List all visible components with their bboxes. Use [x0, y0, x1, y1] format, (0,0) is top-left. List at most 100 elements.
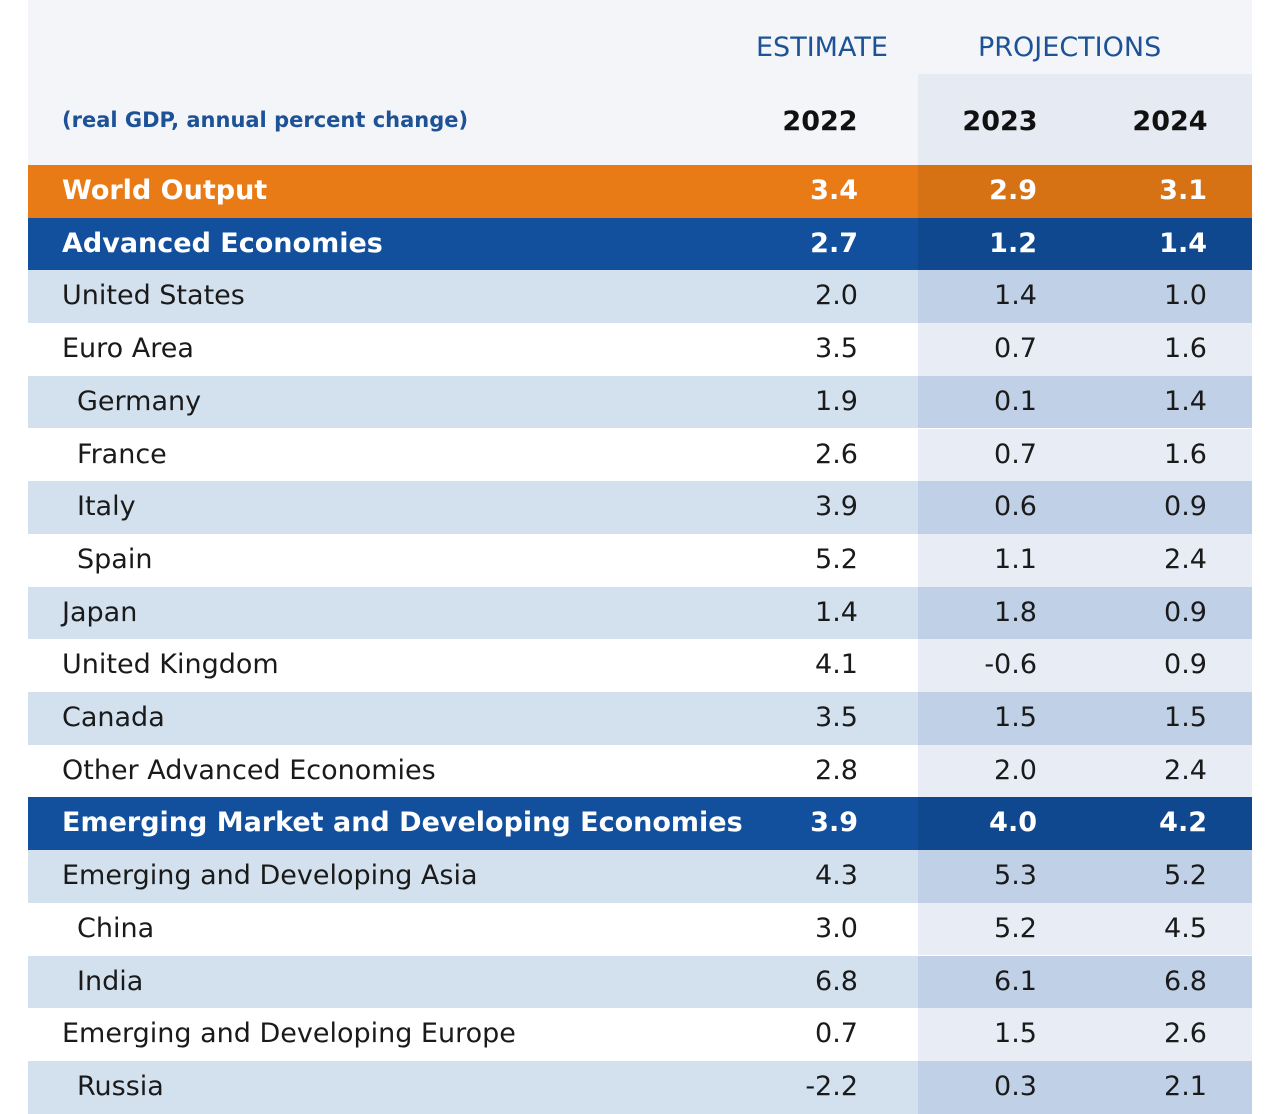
- projection-shade: [918, 323, 1252, 376]
- value-cell: 4.5: [1164, 912, 1207, 944]
- value-cell: 4.2: [1159, 807, 1207, 839]
- table-row: Emerging and Developing Europe 0.7 1.5 2.6: [28, 1008, 1252, 1061]
- value-cell: 6.1: [994, 965, 1037, 997]
- table-row: India 6.8 6.1 6.8: [28, 955, 1252, 1009]
- row-label: Spain: [77, 543, 153, 575]
- row-label: United Kingdom: [62, 649, 279, 681]
- table-row: Italy 3.9 0.6 0.9: [28, 481, 1252, 534]
- year: 2023: [962, 106, 1038, 137]
- row-label: Italy: [77, 491, 136, 523]
- table-row: United Kingdom 4.1 -0.6 0.9: [28, 639, 1252, 692]
- value-cell: 1.2: [989, 227, 1037, 259]
- row-label: Euro Area: [62, 333, 194, 365]
- value-cell: 5.3: [994, 860, 1037, 892]
- value-cell: 3.9: [815, 491, 858, 523]
- value-cell: 5.2: [815, 543, 858, 575]
- projection-shade: [918, 744, 1252, 798]
- value-cell: 1.6: [1164, 333, 1207, 365]
- subtitle: (real GDP, annual percent change): [62, 108, 469, 132]
- value-cell: 1.5: [994, 1018, 1037, 1050]
- value-cell: 1.0: [1164, 280, 1207, 312]
- row-label: Japan: [62, 596, 138, 628]
- value-cell: 5.2: [1164, 860, 1207, 892]
- value-cell: 2.6: [1164, 1018, 1207, 1050]
- row-label: Canada: [62, 702, 165, 733]
- value-cell: 1.4: [1164, 385, 1207, 417]
- projections-heading: PROJECTIONS: [978, 32, 1162, 63]
- value-cell: 5.2: [994, 912, 1037, 944]
- table-row: Spain 5.2 1.1 2.4: [28, 533, 1252, 587]
- row-label: Advanced Economies: [62, 227, 383, 259]
- value-cell: 1.5: [1164, 702, 1207, 733]
- projection-shade: [918, 586, 1252, 640]
- value-cell: 1.4: [1159, 227, 1207, 259]
- row-label: China: [77, 912, 155, 944]
- value-cell: 1.5: [994, 702, 1037, 733]
- value-cell: 0.1: [994, 385, 1037, 417]
- projection-shade: [918, 797, 1252, 851]
- table-row: World Output 3.4 2.9 3.1: [28, 165, 1252, 218]
- estimate-heading: ESTIMATE: [756, 32, 888, 63]
- table-row: United States 2.0 1.4 1.0: [28, 270, 1252, 324]
- value-cell: 3.5: [815, 333, 858, 365]
- row-label: World Output: [62, 175, 268, 206]
- table-row: Other Advanced Economies 2.8 2.0 2.4: [28, 744, 1252, 798]
- projection-shade: [918, 481, 1252, 534]
- value-cell: 3.1: [1159, 175, 1207, 206]
- value-cell: 2.4: [1164, 543, 1207, 575]
- row-label: Emerging and Developing Asia: [62, 860, 478, 892]
- row-label: Germany: [77, 385, 202, 417]
- table-row: China 3.0 5.2 4.5: [28, 902, 1252, 956]
- table-row: Emerging Market and Developing Economies…: [28, 797, 1252, 851]
- value-cell: 3.4: [810, 175, 858, 206]
- value-cell: 6.8: [1164, 965, 1207, 997]
- value-cell: 4.0: [989, 807, 1037, 839]
- value-cell: 3.0: [815, 912, 858, 944]
- projection-shade: [918, 1060, 1252, 1114]
- projection-shade: [918, 217, 1252, 271]
- projection-shade: [918, 165, 1252, 218]
- year: 2024: [1132, 106, 1208, 137]
- projection-shade: [918, 955, 1252, 1009]
- value-cell: 2.0: [815, 280, 858, 312]
- value-cell: 4.1: [815, 649, 858, 681]
- value-cell: 1.6: [1164, 438, 1207, 470]
- row-label: Emerging Market and Developing Economies: [62, 807, 743, 839]
- value-cell: 1.4: [815, 596, 858, 628]
- year: 2022: [782, 106, 858, 137]
- row-label: Emerging and Developing Europe: [62, 1018, 516, 1050]
- row-label: United States: [62, 280, 245, 312]
- projection-header-band: [918, 74, 1252, 165]
- value-cell: -0.6: [984, 649, 1037, 681]
- value-cell: 2.0: [994, 754, 1037, 786]
- table-row: Japan 1.4 1.8 0.9: [28, 586, 1252, 640]
- value-cell: 1.8: [994, 596, 1037, 628]
- value-cell: 0.9: [1164, 596, 1207, 628]
- value-cell: 2.6: [815, 438, 858, 470]
- value-cell: 0.7: [994, 333, 1037, 365]
- value-cell: -2.2: [805, 1070, 858, 1102]
- value-cell: 6.8: [815, 965, 858, 997]
- value-cell: 0.9: [1164, 649, 1207, 681]
- value-cell: 0.7: [994, 438, 1037, 470]
- value-cell: 2.7: [810, 227, 858, 259]
- projection-shade: [918, 639, 1252, 692]
- value-cell: 0.3: [994, 1070, 1037, 1102]
- table-row: Euro Area 3.5 0.7 1.6: [28, 323, 1252, 376]
- projection-shade: [918, 850, 1252, 903]
- row-label: Russia: [77, 1070, 164, 1102]
- value-cell: 2.9: [989, 175, 1037, 206]
- value-cell: 0.7: [815, 1018, 858, 1050]
- value-cell: 3.5: [815, 702, 858, 733]
- row-label: France: [77, 438, 167, 470]
- value-cell: 1.4: [994, 280, 1037, 312]
- value-cell: 0.9: [1164, 491, 1207, 523]
- table-row: Canada 3.5 1.5 1.5: [28, 692, 1252, 745]
- value-cell: 2.1: [1164, 1070, 1207, 1102]
- value-cell: 2.4: [1164, 754, 1207, 786]
- projection-shade: [918, 902, 1252, 956]
- row-label: Other Advanced Economies: [62, 754, 436, 786]
- projection-shade: [918, 692, 1252, 745]
- value-cell: 0.6: [994, 491, 1037, 523]
